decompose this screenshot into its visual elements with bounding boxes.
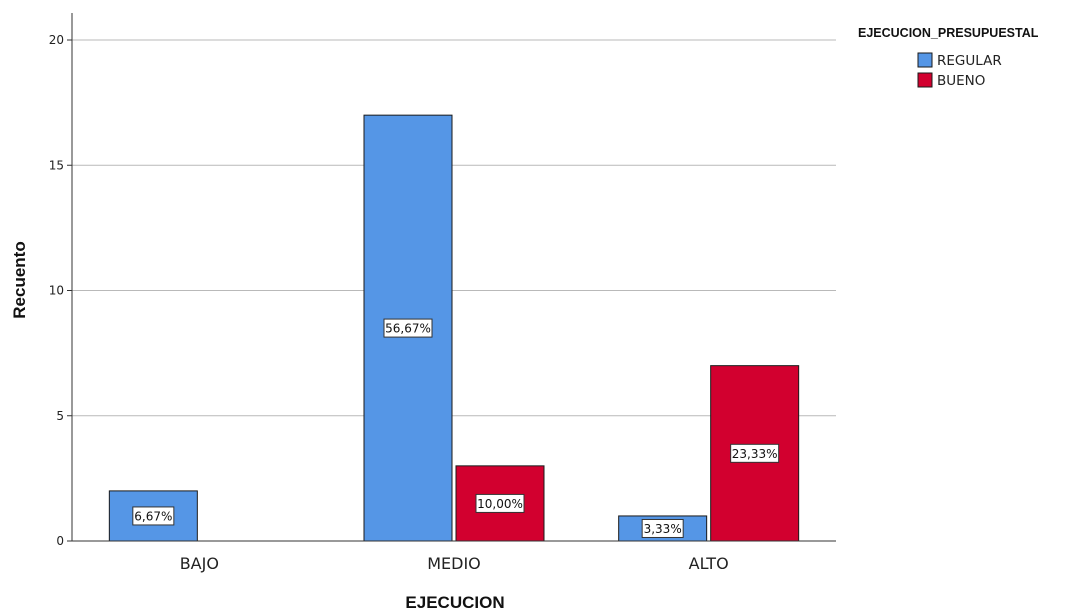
data-label-text: 56,67%	[385, 322, 431, 336]
data-label-box	[730, 443, 780, 463]
legend-item-bueno: BUENO	[917, 72, 985, 89]
data-label: 10,00%	[475, 493, 525, 513]
data-label-text: 3,33%	[644, 522, 682, 536]
legend-swatch	[917, 52, 933, 68]
x-tick-label: ALTO	[689, 554, 729, 573]
data-labels: 6,67% 56,67% 10,00% 3,33% 23,33%	[132, 318, 780, 538]
legend: EJECUCION_PRESUPUESTAL REGULAR BUENO	[858, 26, 1039, 89]
grid-lines	[72, 39, 836, 417]
y-tick-label: 15	[49, 158, 64, 172]
data-label: 6,67%	[132, 506, 175, 526]
y-axis-title: Recuento	[10, 241, 29, 318]
data-label-text: 6,67%	[134, 509, 172, 523]
y-tick-label: 5	[56, 409, 64, 423]
legend-label: REGULAR	[937, 53, 1002, 69]
y-tick-label: 20	[49, 33, 64, 47]
x-axis-title: EJECUCION	[405, 593, 504, 612]
data-label: 23,33%	[730, 443, 780, 463]
data-label-box	[641, 518, 684, 538]
x-tick-label: BAJO	[180, 554, 219, 573]
legend-item-regular: REGULAR	[917, 52, 1002, 69]
data-label-box	[475, 493, 525, 513]
data-label-box	[132, 506, 175, 526]
legend-title: EJECUCION_PRESUPUESTAL	[858, 26, 1039, 40]
legend-swatch	[917, 72, 933, 88]
legend-label: BUENO	[937, 73, 985, 89]
data-label-text: 10,00%	[477, 497, 523, 511]
x-tick-label: MEDIO	[427, 554, 481, 573]
data-label-text: 23,33%	[732, 447, 778, 461]
y-tick-label: 0	[56, 534, 64, 548]
bars	[108, 114, 800, 542]
axes: 0 5 10 15 20 BAJO MEDIO ALTO	[49, 13, 836, 573]
y-tick-label: 10	[49, 284, 64, 298]
data-label: 3,33%	[641, 518, 684, 538]
data-label: 56,67%	[383, 318, 433, 338]
data-label-box	[383, 318, 433, 338]
